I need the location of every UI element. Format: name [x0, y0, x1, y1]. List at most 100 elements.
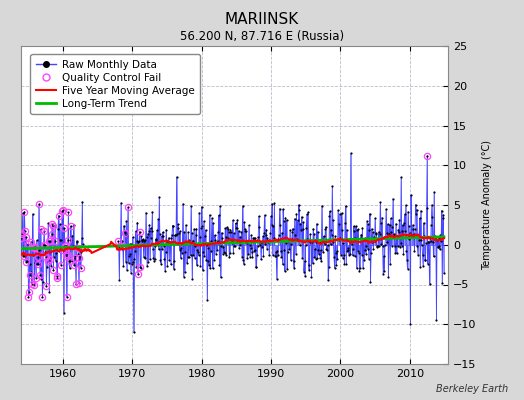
- Point: [62, 294, 71, 300]
- Point: [405, 223, 413, 230]
- Point: [257, 239, 266, 246]
- Point: [123, 232, 132, 239]
- Point: [393, 234, 401, 240]
- Point: [365, 256, 373, 262]
- Point: [417, 208, 425, 214]
- Point: [138, 237, 146, 243]
- Point: [144, 230, 152, 237]
- Point: [185, 240, 194, 246]
- Point: [173, 231, 181, 238]
- Point: [250, 247, 259, 254]
- Point: [290, 265, 298, 271]
- Point: [158, 246, 166, 252]
- Point: [263, 246, 271, 252]
- Point: [33, 261, 41, 268]
- Point: [406, 321, 414, 328]
- Point: [198, 222, 206, 229]
- Point: [29, 252, 37, 258]
- Point: [310, 231, 318, 237]
- Point: [21, 228, 29, 234]
- Point: [21, 258, 30, 265]
- Point: [416, 215, 424, 222]
- Point: [283, 266, 291, 272]
- Point: [348, 252, 357, 258]
- Point: [380, 268, 389, 274]
- Point: [335, 237, 343, 243]
- Point: [310, 254, 319, 260]
- Point: [263, 235, 271, 241]
- Point: [341, 220, 349, 226]
- Point: [398, 242, 406, 249]
- Point: [260, 230, 268, 236]
- Point: [20, 208, 29, 215]
- Point: [250, 248, 258, 254]
- Point: [129, 258, 137, 265]
- Point: [50, 253, 58, 260]
- Point: [364, 221, 373, 228]
- Point: [140, 238, 148, 244]
- Point: [27, 239, 35, 246]
- Point: [373, 243, 381, 249]
- Point: [148, 209, 157, 215]
- Point: [171, 232, 179, 238]
- Point: [342, 261, 351, 267]
- Point: [437, 238, 445, 244]
- Point: [350, 223, 358, 229]
- Point: [46, 255, 54, 262]
- Point: [225, 254, 234, 260]
- Point: [146, 256, 154, 263]
- Point: [134, 239, 143, 245]
- Point: [215, 212, 223, 219]
- Point: [361, 235, 369, 241]
- Point: [35, 247, 43, 253]
- Point: [144, 259, 152, 265]
- Point: [232, 220, 240, 227]
- Point: [316, 255, 324, 262]
- Point: [165, 235, 173, 241]
- Point: [401, 202, 410, 208]
- Point: [425, 239, 433, 245]
- Point: [297, 226, 305, 233]
- Point: [221, 225, 230, 231]
- Point: [26, 260, 34, 267]
- Point: [231, 243, 239, 250]
- Point: [27, 269, 36, 275]
- Point: [74, 250, 82, 257]
- Point: [219, 251, 227, 257]
- Point: [301, 273, 309, 280]
- Point: [295, 207, 303, 213]
- Point: [254, 242, 262, 249]
- Point: [116, 242, 125, 248]
- Point: [424, 238, 432, 245]
- Point: [388, 242, 396, 249]
- Point: [391, 250, 400, 256]
- Point: [294, 236, 302, 243]
- Point: [191, 243, 199, 249]
- Text: 56.200 N, 87.716 E (Russia): 56.200 N, 87.716 E (Russia): [180, 30, 344, 43]
- Legend: Raw Monthly Data, Quality Control Fail, Five Year Moving Average, Long-Term Tren: Raw Monthly Data, Quality Control Fail, …: [30, 54, 200, 114]
- Point: [69, 243, 77, 249]
- Point: [23, 258, 31, 265]
- Point: [143, 234, 151, 240]
- Point: [303, 236, 312, 242]
- Point: [400, 211, 409, 217]
- Point: [34, 261, 42, 268]
- Point: [423, 152, 431, 159]
- Point: [62, 243, 70, 250]
- Point: [172, 232, 180, 238]
- Point: [26, 272, 35, 278]
- Point: [248, 253, 257, 260]
- Point: [287, 240, 296, 247]
- Point: [155, 246, 163, 253]
- Point: [51, 222, 59, 228]
- Point: [149, 255, 158, 261]
- Text: MARIINSK: MARIINSK: [225, 12, 299, 27]
- Point: [32, 275, 40, 281]
- Point: [305, 267, 313, 274]
- Point: [309, 226, 318, 232]
- Point: [266, 230, 275, 236]
- Point: [271, 252, 279, 259]
- Point: [174, 224, 182, 231]
- Point: [389, 232, 398, 238]
- Point: [168, 232, 176, 238]
